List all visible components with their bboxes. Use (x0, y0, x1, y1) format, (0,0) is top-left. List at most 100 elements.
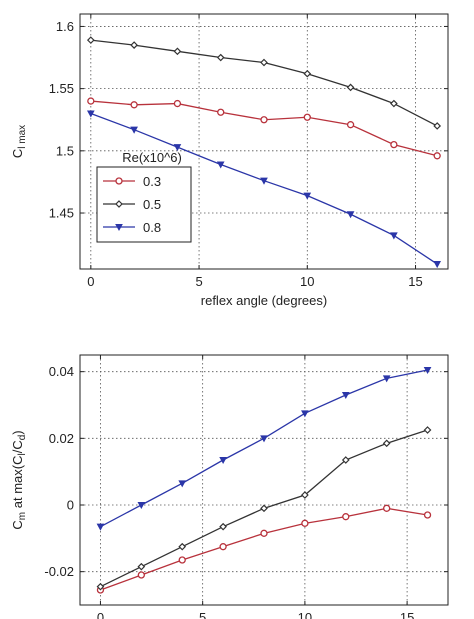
x-tick-label: 10 (300, 274, 314, 289)
data-point (303, 69, 312, 78)
data-point (342, 513, 350, 521)
x-tick-label: 0 (97, 610, 104, 619)
legend-label: 0.3 (143, 174, 161, 189)
series-0 (87, 97, 441, 160)
data-point (96, 582, 105, 591)
data-point (433, 122, 442, 130)
series-0 (96, 504, 432, 594)
data-point (130, 101, 138, 109)
data-point (383, 504, 391, 512)
series-line (100, 507, 428, 591)
data-point (260, 116, 268, 124)
data-point (341, 456, 350, 464)
legend-entry: 0.8 (103, 220, 161, 235)
y-tick-label: 1.6 (56, 19, 74, 34)
data-point (219, 522, 227, 531)
data-point (301, 519, 309, 527)
y-axis-label-subscript: l (17, 453, 28, 455)
x-axis-label: reflex angle (degrees) (201, 293, 327, 308)
data-point (86, 110, 95, 118)
y-tick-label: 1.45 (49, 206, 74, 221)
data-point (423, 367, 432, 375)
x-tick-label: 15 (400, 610, 414, 619)
data-point (382, 375, 391, 383)
data-point (303, 192, 312, 200)
legend-marker (115, 177, 123, 185)
cm-chart: 0 5 10 15 -0.02 0 0.02 0.04 Cm at max(Cl/Cd) (10, 354, 449, 619)
data-point (178, 480, 187, 488)
data-point (346, 211, 355, 219)
x-tick-label: 15 (408, 274, 422, 289)
data-point (433, 261, 442, 269)
legend-label: 0.8 (143, 220, 161, 235)
data-point (423, 511, 432, 519)
legend-marker (115, 224, 123, 232)
data-point (346, 121, 355, 129)
data-point (341, 392, 350, 400)
x-tick-label: 5 (199, 610, 206, 619)
plot-frame (79, 13, 449, 270)
data-point (130, 126, 138, 134)
data-point (173, 144, 182, 152)
data-point (130, 41, 138, 49)
series-1 (96, 426, 432, 591)
grid (80, 355, 448, 605)
y-axis-label: Cm at max(Cl/Cd) (10, 430, 28, 529)
data-point (390, 232, 398, 240)
y-axis-label-main: C (10, 149, 25, 158)
data-point (260, 504, 268, 513)
y-axis-label-main: C (10, 520, 25, 529)
data-point (96, 523, 105, 531)
x-tick-label: 0 (87, 274, 94, 289)
data-point (217, 108, 225, 116)
y-tick-label: 1.5 (56, 143, 74, 158)
data-point (390, 99, 398, 108)
data-point (303, 113, 311, 121)
data-point (433, 152, 441, 160)
data-point (86, 36, 95, 44)
data-point (260, 58, 268, 67)
data-point (137, 502, 146, 510)
series-2 (96, 367, 432, 531)
data-point (301, 491, 309, 499)
data-point (216, 53, 225, 62)
series-line (100, 369, 428, 528)
series-line (90, 100, 438, 157)
data-point (260, 529, 268, 537)
legend-entry: 0.3 (103, 174, 161, 189)
data-point (423, 426, 432, 434)
data-point (260, 177, 268, 185)
series-line (90, 39, 438, 127)
plot-frame (79, 354, 449, 606)
y-axis-label-subscript: d (17, 435, 28, 441)
data-point (219, 543, 227, 551)
data-point (216, 161, 225, 169)
data-point (173, 99, 182, 108)
data-point (173, 47, 182, 56)
data-point (260, 435, 268, 443)
grid (80, 14, 448, 269)
y-axis-label-text: ) (10, 430, 25, 434)
legend-entry: 0.5 (103, 197, 161, 212)
legend-label: 0.5 (143, 197, 161, 212)
y-tick-label: -0.02 (44, 564, 74, 579)
y-tick-label: 0.02 (49, 431, 74, 446)
data-point (219, 457, 227, 465)
data-point (137, 562, 146, 571)
data-point (87, 97, 95, 105)
legend-title: Re(x10^6) (122, 150, 182, 165)
series-2 (86, 110, 442, 269)
x-tick-label: 10 (298, 610, 312, 619)
x-tick-label: 5 (195, 274, 202, 289)
y-axis-label-text: at max(C (10, 456, 25, 512)
data-point (178, 542, 187, 551)
data-point (301, 410, 309, 418)
series-1 (86, 36, 442, 130)
data-point (346, 83, 355, 92)
data-point (137, 571, 145, 579)
y-tick-label: 0 (67, 498, 74, 513)
y-axis-label-subscript: m (17, 512, 28, 520)
legend-marker (115, 200, 123, 208)
y-tick-label: 1.55 (49, 81, 74, 96)
